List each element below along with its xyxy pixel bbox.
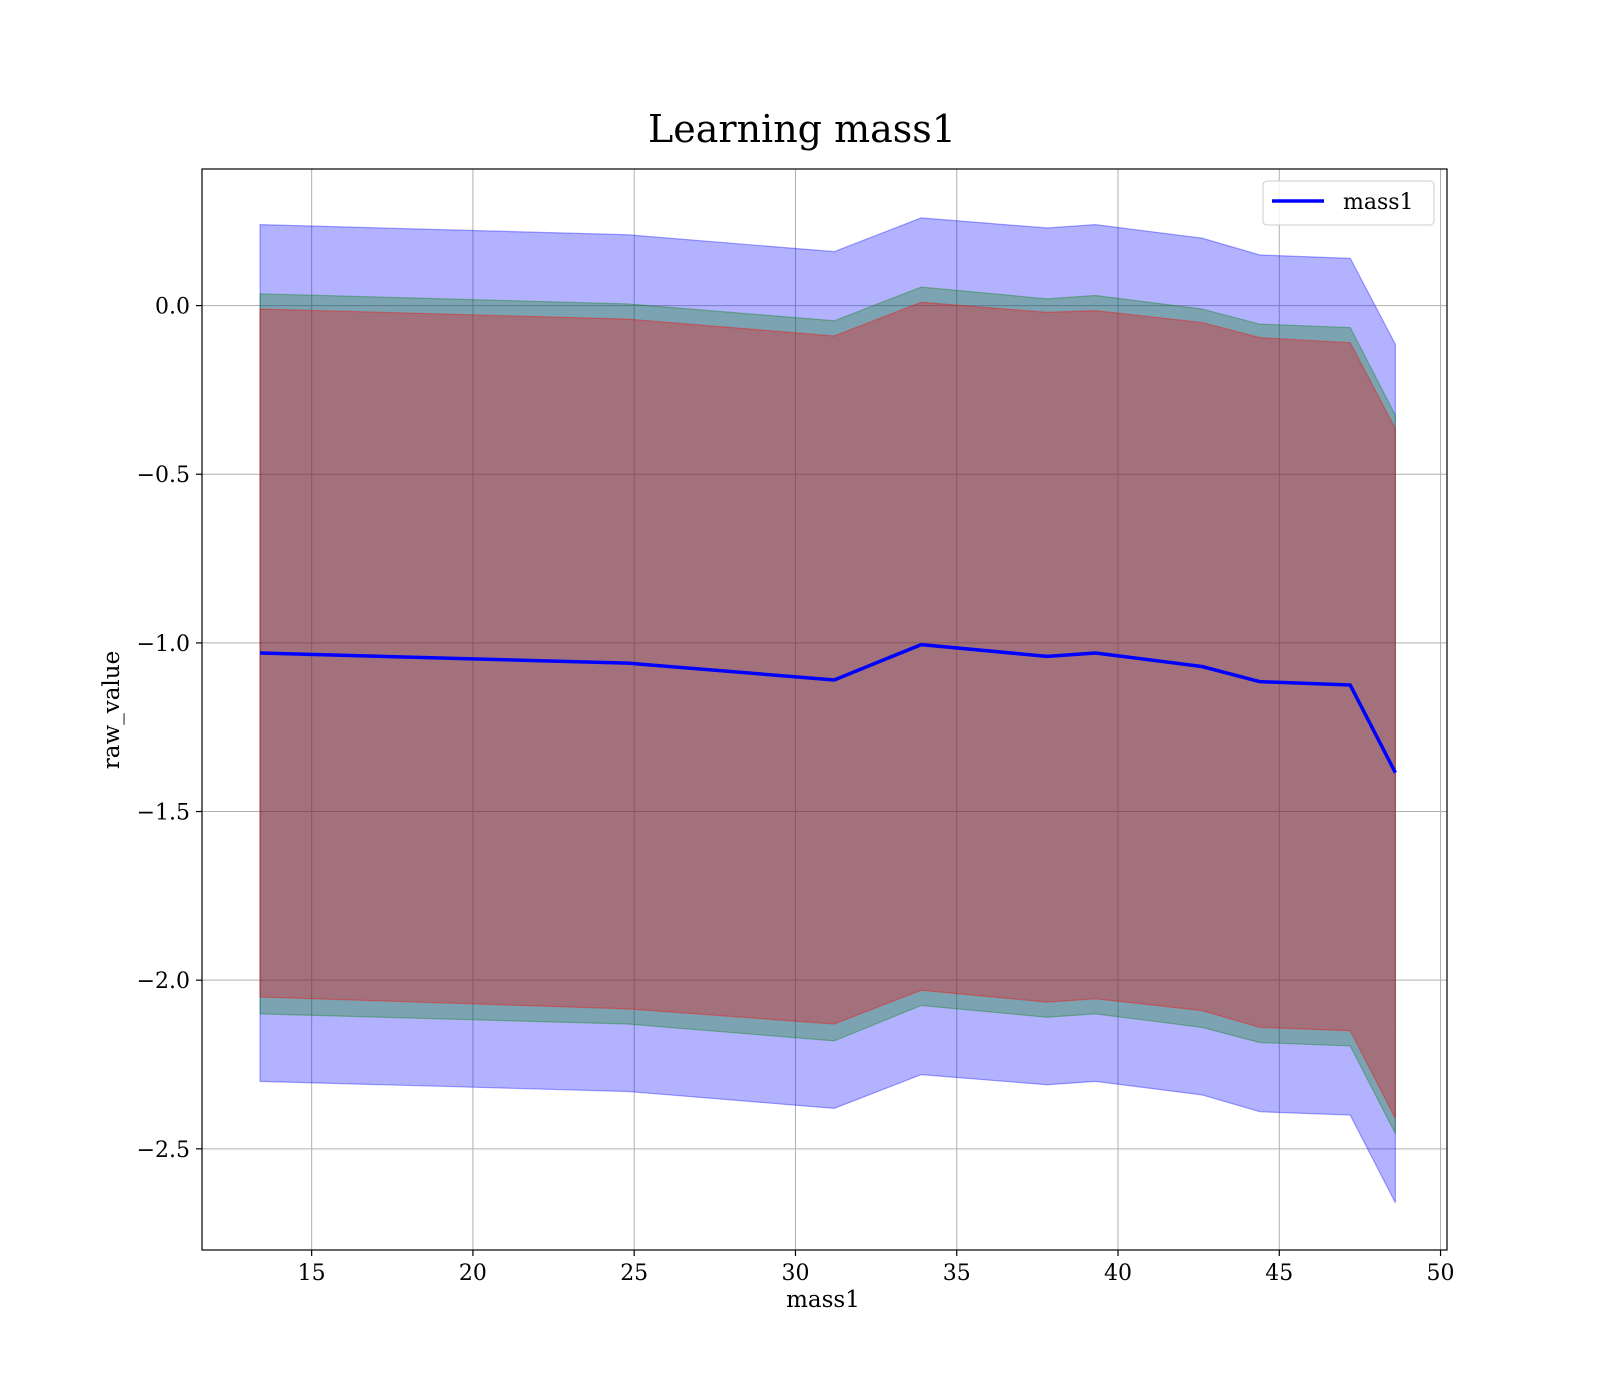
legend: mass1 — [1262, 180, 1435, 226]
band-0 — [259, 217, 1396, 1204]
band-1 — [259, 286, 1396, 1134]
y-tick-label-5: −2.5 — [137, 1138, 190, 1163]
y-tick-label-4: −2.0 — [137, 969, 190, 994]
y-axis: 0.0 −0.5 −1.0 −1.5 −2.0 −2.5 — [137, 295, 202, 1163]
plot-frame — [201, 168, 1448, 1251]
x-tick-label-0: 15 — [298, 1261, 326, 1286]
band-2 — [259, 301, 1396, 1119]
y-tick-label-3: −1.5 — [137, 801, 190, 826]
x-axis: 15 20 25 30 35 40 45 50 — [298, 1250, 1455, 1286]
series-lines — [260, 642, 1397, 774]
confidence-bands — [259, 217, 1396, 1204]
legend-label: mass1 — [1343, 190, 1414, 215]
x-tick-label-1: 20 — [459, 1261, 487, 1286]
grid — [202, 169, 1447, 1250]
y-tick-label-0: 0.0 — [155, 295, 190, 320]
x-tick-label-4: 35 — [943, 1261, 971, 1286]
x-tick-label-3: 30 — [781, 1261, 809, 1286]
chart-title: Learning mass1 — [648, 107, 956, 151]
y-tick-label-2: −1.0 — [137, 632, 190, 657]
x-tick-label-2: 25 — [620, 1261, 648, 1286]
x-tick-label-6: 45 — [1265, 1261, 1293, 1286]
x-tick-label-5: 40 — [1104, 1261, 1132, 1286]
legend-box — [1262, 180, 1435, 226]
y-axis-label: raw_value — [99, 651, 125, 769]
y-tick-label-1: −0.5 — [137, 463, 190, 488]
x-axis-label: mass1 — [786, 1287, 860, 1313]
series-line-0 — [260, 642, 1397, 774]
x-tick-label-7: 50 — [1427, 1261, 1455, 1286]
